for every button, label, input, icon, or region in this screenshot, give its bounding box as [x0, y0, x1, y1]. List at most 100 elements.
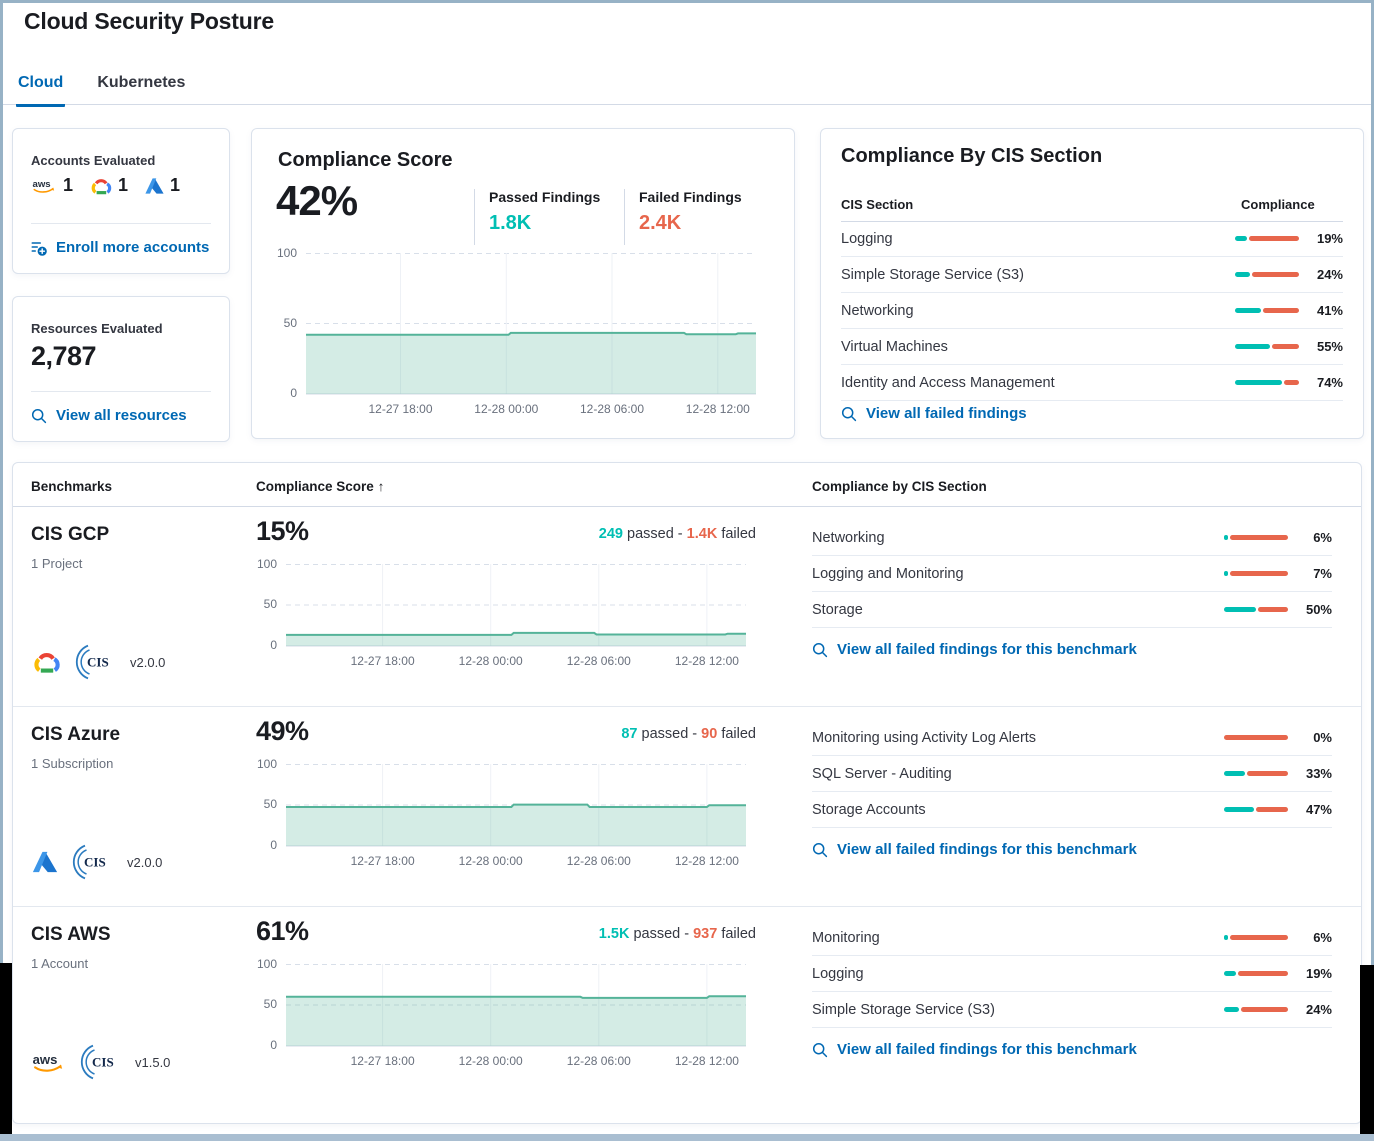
benchmark-trend-chart: 100 50 0 12-27 18:00 12-28 00:00 12-28 06:00 1… [256, 557, 746, 672]
table-row: Virtual Machines 55% [841, 329, 1343, 365]
compliance-percent: 55% [1316, 339, 1343, 354]
benchmark-logos: aws CIS v1.5.0 [31, 1042, 170, 1082]
view-all-failed-findings-label: View all failed findings [866, 405, 1027, 422]
passed-failed-summary: 87 passed - 90 failed [256, 726, 756, 742]
cis-logo-icon: CIS [71, 842, 111, 882]
section-name: Monitoring using Activity Log Alerts [812, 729, 1037, 746]
provider-counts: aws 1 1 1 [31, 175, 181, 196]
passed-count: 1.5K [598, 926, 630, 942]
compliance-bar [1235, 380, 1299, 385]
section-name: Simple Storage Service (S3) [812, 1001, 995, 1018]
svg-text:CIS: CIS [84, 855, 106, 870]
benchmark-trend-chart: 100 50 0 12-27 18:00 12-28 00:00 12-28 06:00 1… [256, 757, 746, 872]
aws-count: 1 [63, 175, 74, 195]
benchmark-row-cis-gcp: CIS GCP 1 Project CIS v2.0.0 15% 249 pas… [13, 506, 1361, 707]
passed-word: passed - [622, 526, 687, 542]
resources-evaluated-title: Resources Evaluated [31, 321, 163, 336]
aws-icon: aws [31, 177, 58, 195]
tabs-divider [3, 104, 1371, 105]
screen-edge-black-right [1360, 965, 1374, 1141]
azure-account-count: 1 [144, 175, 180, 196]
cis-table-header: CIS Section Compliance [841, 193, 1343, 222]
view-failed-findings-benchmark-label: View all failed findings for this benchm… [837, 841, 1137, 858]
divider [31, 391, 211, 392]
compliance-score-column-header[interactable]: Compliance Score ↑ [256, 479, 384, 494]
compliance-bar [1224, 735, 1288, 740]
window-frame-left [0, 0, 3, 1141]
azure-icon [31, 850, 59, 874]
page-title: Cloud Security Posture [24, 8, 274, 34]
failed-word: failed [717, 526, 756, 542]
section-name: Logging [812, 965, 864, 982]
search-icon [31, 408, 47, 424]
enroll-more-accounts-link[interactable]: Enroll more accounts [31, 239, 209, 256]
compliance-percent: 19% [1316, 231, 1343, 246]
table-row: Identity and Access Management 74% [841, 365, 1343, 401]
benchmark-version: v1.5.0 [135, 1054, 171, 1070]
compliance-percent: 33% [1305, 766, 1332, 781]
view-all-resources-label: View all resources [56, 407, 187, 424]
compliance-bar [1235, 272, 1299, 277]
benchmark-subtitle: 1 Project [31, 556, 83, 571]
resources-evaluated-card: Resources Evaluated 2,787 View all resou… [12, 296, 230, 442]
section-name: Logging [841, 230, 893, 247]
aws-account-count: aws 1 [31, 175, 74, 196]
benchmark-subtitle: 1 Subscription [31, 756, 114, 771]
resources-count: 2,787 [31, 341, 97, 371]
compliance-bar [1224, 1007, 1288, 1012]
passed-count: 249 [598, 526, 623, 542]
benchmark-version: v2.0.0 [130, 654, 166, 670]
tab-cloud[interactable]: Cloud [16, 68, 66, 107]
benchmarks-table-header: Benchmarks Compliance Score ↑ Compliance… [13, 463, 1361, 507]
failed-findings-label: Failed Findings [639, 189, 742, 205]
sections-column-header: Compliance by CIS Section [812, 479, 987, 494]
benchmark-version: v2.0.0 [127, 854, 163, 870]
compliance-bar [1235, 344, 1299, 349]
passed-count: 87 [621, 726, 638, 742]
compliance-bar [1224, 607, 1288, 612]
svg-text:CIS: CIS [92, 1055, 114, 1070]
section-name: Identity and Access Management [841, 374, 1055, 391]
benchmark-trend-chart: 100 50 0 12-27 18:00 12-28 00:00 12-28 06:00 1… [256, 957, 746, 1072]
compliance-percent: 50% [1305, 602, 1332, 617]
compliance-percent: 0% [1313, 730, 1332, 745]
table-row: Storage 50% [812, 592, 1332, 628]
gcp-icon [89, 176, 113, 196]
tab-bar: Cloud Kubernetes [16, 68, 187, 107]
table-row: Logging 19% [841, 221, 1343, 257]
failed-word: failed [717, 726, 756, 742]
view-failed-findings-benchmark-label: View all failed findings for this benchm… [837, 641, 1137, 658]
view-failed-findings-benchmark-link[interactable]: View all failed findings for this benchm… [812, 841, 1137, 858]
compliance-bar [1224, 771, 1288, 776]
benchmarks-panel: Benchmarks Compliance Score ↑ Compliance… [12, 462, 1362, 1124]
passed-word: passed - [637, 726, 702, 742]
passed-failed-summary: 249 passed - 1.4K failed [256, 526, 756, 542]
passed-findings-metric: Passed Findings 1.8K [474, 189, 600, 245]
view-failed-findings-benchmark-link[interactable]: View all failed findings for this benchm… [812, 1041, 1137, 1058]
compliance-bar [1235, 236, 1299, 241]
screen-bottom-band [0, 1134, 1374, 1141]
benchmark-score: 49% [256, 716, 309, 746]
table-row: Simple Storage Service (S3) 24% [841, 257, 1343, 293]
failed-count: 1.4K [686, 526, 718, 542]
compliance-bar [1224, 935, 1288, 940]
benchmark-sections: Monitoring 6% Logging 19% Simple Storage… [812, 920, 1332, 1063]
view-all-resources-link[interactable]: View all resources [31, 407, 187, 424]
table-row: Simple Storage Service (S3) 24% [812, 992, 1332, 1028]
aws-icon: aws [31, 1050, 67, 1075]
accounts-evaluated-title: Accounts Evaluated [31, 153, 156, 168]
compliance-bar [1235, 308, 1299, 313]
section-name: Storage Accounts [812, 801, 926, 818]
tab-kubernetes[interactable]: Kubernetes [97, 74, 186, 91]
compliance-score-title: Compliance Score [278, 149, 453, 171]
cis-section-column-header: CIS Section [841, 197, 914, 212]
cis-card-title: Compliance By CIS Section [841, 145, 1103, 167]
section-name: Monitoring [812, 929, 880, 946]
table-row: SQL Server - Auditing 33% [812, 756, 1332, 792]
compliance-percent: 7% [1313, 566, 1332, 581]
view-all-failed-findings-link[interactable]: View all failed findings [841, 405, 1027, 422]
view-failed-findings-benchmark-link[interactable]: View all failed findings for this benchm… [812, 641, 1137, 658]
compliance-percent: 74% [1316, 375, 1343, 390]
compliance-percent: 19% [1305, 966, 1332, 981]
